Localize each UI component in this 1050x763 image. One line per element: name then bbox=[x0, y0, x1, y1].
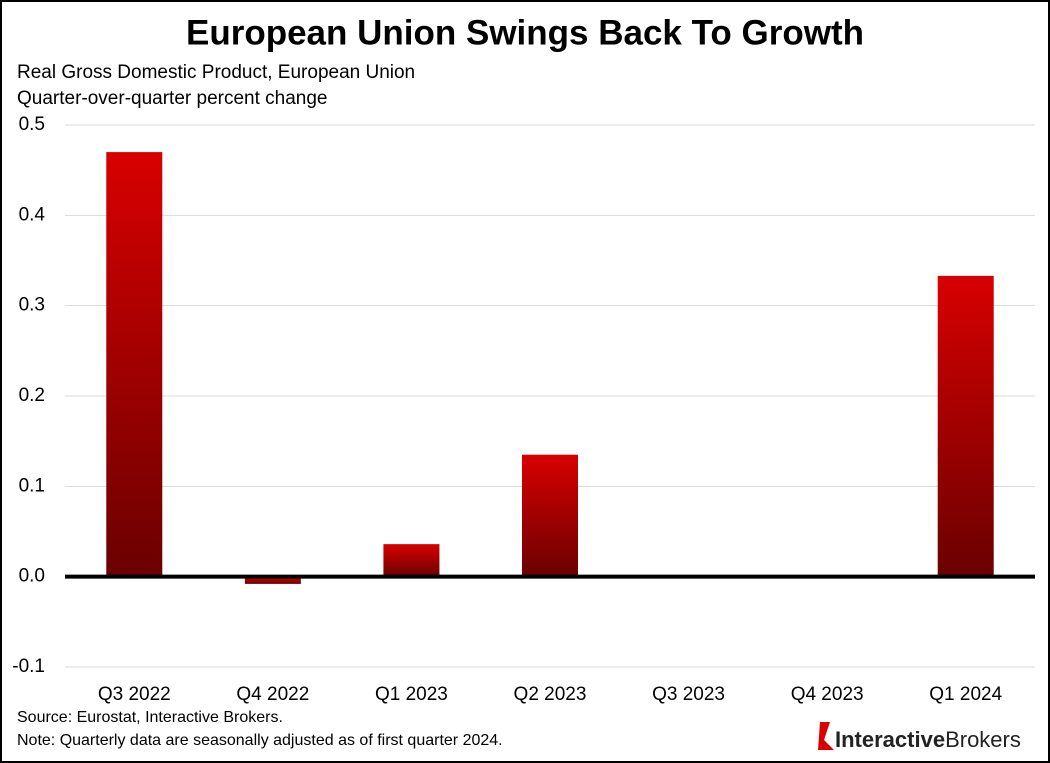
bar bbox=[383, 544, 440, 577]
y-tick-label: -0.1 bbox=[12, 656, 45, 677]
x-tick-label: Q4 2023 bbox=[791, 684, 864, 705]
logo: InteractiveBrokers bbox=[818, 722, 1021, 752]
y-tick-label: 0.0 bbox=[19, 566, 45, 587]
x-tick-label: Q2 2023 bbox=[514, 684, 587, 705]
logo-first: Interactive bbox=[835, 727, 945, 752]
x-tick-label: Q4 2022 bbox=[236, 684, 309, 705]
y-tick-label: 0.2 bbox=[19, 385, 45, 406]
logo-text: InteractiveBrokers bbox=[835, 727, 1021, 752]
x-tick-label: Q1 2023 bbox=[375, 684, 448, 705]
x-tick-label: Q1 2024 bbox=[929, 684, 1002, 705]
bar bbox=[522, 454, 578, 577]
chart-title: European Union Swings Back To Growth bbox=[186, 13, 864, 52]
subtitle: Quarter-over-quarter percent change bbox=[17, 88, 328, 109]
logo-second: Brokers bbox=[945, 727, 1021, 752]
bar bbox=[244, 576, 301, 584]
y-tick-label: 0.1 bbox=[19, 475, 45, 496]
y-tick-label: 0.4 bbox=[19, 204, 46, 225]
logo-icon bbox=[818, 722, 834, 750]
bar bbox=[106, 152, 163, 577]
subtitle: Real Gross Domestic Product, European Un… bbox=[17, 62, 415, 83]
note: Note: Quarterly data are seasonally adju… bbox=[17, 732, 503, 749]
x-tick-label: Q3 2022 bbox=[98, 684, 171, 705]
y-tick-label: 0.5 bbox=[19, 114, 45, 135]
source: Source: Eurostat, Interactive Brokers. bbox=[17, 709, 283, 726]
y-tick-label: 0.3 bbox=[19, 295, 45, 316]
x-tick-label: Q3 2023 bbox=[652, 684, 725, 705]
bar bbox=[937, 275, 994, 577]
